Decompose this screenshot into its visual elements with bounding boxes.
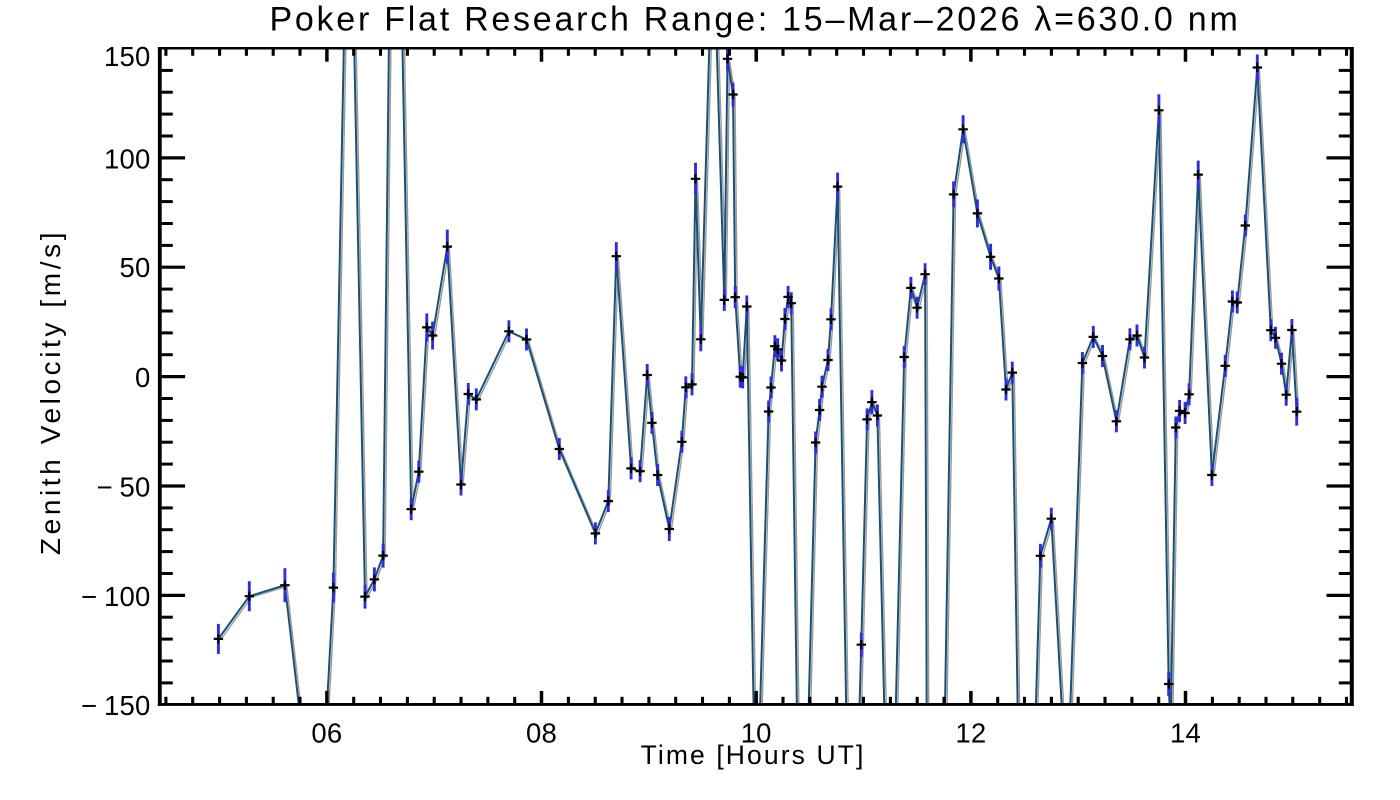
svg-text:−150: −150 (81, 690, 151, 721)
svg-text:14: 14 (1170, 718, 1201, 749)
svg-text:Poker Flat Research Range: 15–: Poker Flat Research Range: 15–Mar–2026 λ… (269, 1, 1240, 39)
svg-text:06: 06 (311, 718, 342, 749)
svg-text:50: 50 (120, 252, 151, 283)
svg-text:12: 12 (955, 718, 986, 749)
svg-text:Time [Hours UT]: Time [Hours UT] (641, 740, 866, 770)
svg-text:10: 10 (741, 718, 772, 749)
svg-text:08: 08 (526, 718, 557, 749)
svg-text:−50: −50 (96, 472, 150, 503)
svg-text:0: 0 (135, 362, 151, 393)
svg-text:−100: −100 (81, 581, 151, 612)
svg-text:Zenith Velocity [m/s]: Zenith Velocity [m/s] (35, 229, 66, 555)
svg-text:100: 100 (104, 143, 150, 174)
svg-text:150: 150 (104, 41, 150, 72)
